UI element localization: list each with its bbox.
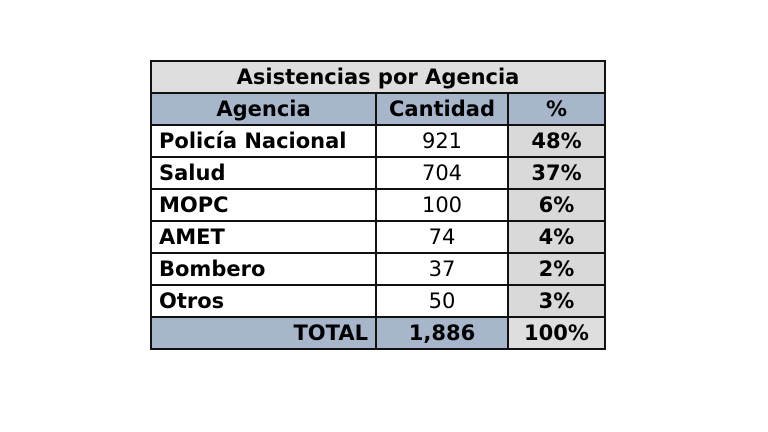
total-row: TOTAL 1,886 100% [150, 316, 606, 350]
agency: Policía Nacional [150, 124, 377, 158]
percent: 3% [507, 284, 606, 318]
agency: MOPC [150, 188, 377, 222]
agency: Otros [150, 284, 377, 318]
count: 50 [375, 284, 509, 318]
row: Otros 50 3% [150, 284, 606, 318]
row: Salud 704 37% [150, 156, 606, 190]
percent: 48% [507, 124, 606, 158]
row: Policía Nacional 921 48% [150, 124, 606, 158]
count: 100 [375, 188, 509, 222]
count: 921 [375, 124, 509, 158]
header-cell: Cantidad [375, 92, 509, 126]
total-count: 1,886 [375, 316, 509, 350]
row: AMET 74 4% [150, 220, 606, 254]
data-table: Asistencias por Agencia Agencia Cantidad… [150, 60, 606, 350]
total-label: TOTAL [150, 316, 377, 350]
percent: 37% [507, 156, 606, 190]
percent: 4% [507, 220, 606, 254]
header-cell: Agencia [150, 92, 377, 126]
table-title: Asistencias por Agencia [150, 60, 606, 94]
count: 74 [375, 220, 509, 254]
percent: 2% [507, 252, 606, 286]
header-cell: % [507, 92, 606, 126]
agency: AMET [150, 220, 377, 254]
title-row: Asistencias por Agencia [150, 60, 606, 94]
count: 37 [375, 252, 509, 286]
header-row: Agencia Cantidad % [150, 92, 606, 126]
count: 704 [375, 156, 509, 190]
percent: 6% [507, 188, 606, 222]
row: MOPC 100 6% [150, 188, 606, 222]
agency: Bombero [150, 252, 377, 286]
row: Bombero 37 2% [150, 252, 606, 286]
total-percent: 100% [507, 316, 606, 350]
agency: Salud [150, 156, 377, 190]
